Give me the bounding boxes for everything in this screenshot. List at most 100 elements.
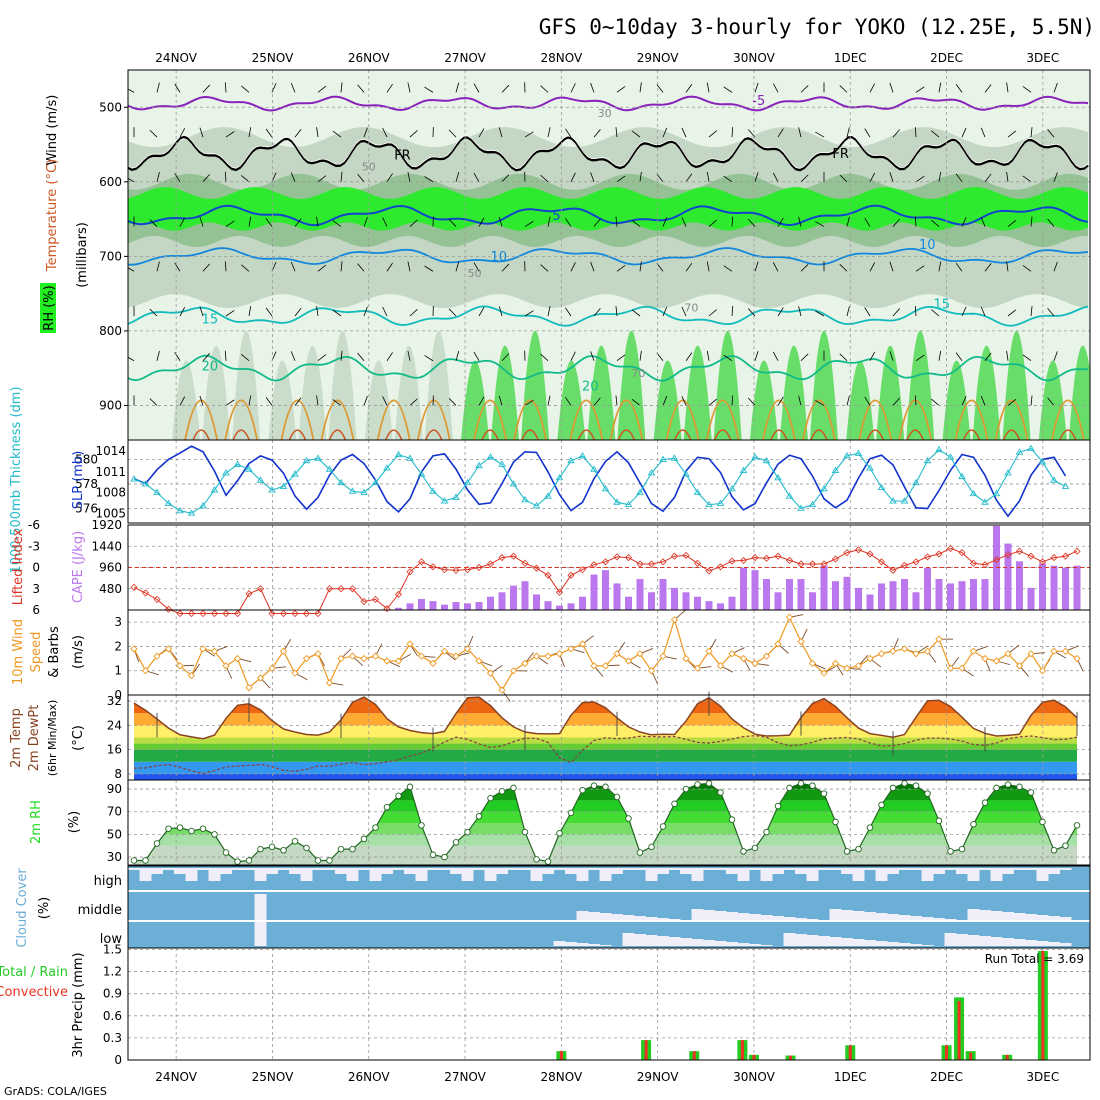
thickness-point xyxy=(532,502,541,509)
wind-barb xyxy=(591,441,594,450)
wind-speed-point xyxy=(889,647,897,655)
rh-point xyxy=(245,857,253,864)
wind-barb xyxy=(869,262,876,272)
wind-barb xyxy=(332,399,342,406)
lifted-index-point xyxy=(877,558,886,566)
wind-barb xyxy=(846,395,850,406)
wind-barb xyxy=(892,397,900,406)
clear-sky-high xyxy=(277,868,290,870)
wind-speed-point xyxy=(797,637,805,646)
temperature-band xyxy=(134,737,1077,744)
cape-bar xyxy=(613,583,621,610)
temperature-band xyxy=(134,749,1077,762)
clear-sky-low xyxy=(944,933,957,946)
cape-bar xyxy=(602,570,609,610)
rh-point xyxy=(728,816,736,823)
lifted-index-point xyxy=(739,556,748,564)
wind-speed-point xyxy=(452,652,460,660)
date-label-top: 1DEC xyxy=(834,51,867,65)
thickness-tick: 576 xyxy=(75,501,98,515)
wind-speed-point xyxy=(440,647,449,655)
wind-barb xyxy=(1053,261,1058,272)
clear-sky-middle xyxy=(760,915,773,920)
wind-speed-point xyxy=(141,667,150,675)
rh-point xyxy=(176,824,184,831)
cape-bar xyxy=(751,570,759,610)
wind-speed-point xyxy=(705,647,713,655)
lifted-index-point xyxy=(1061,552,1070,560)
wind-barb xyxy=(798,127,802,138)
wind-barb xyxy=(777,307,784,317)
clear-sky-high xyxy=(944,868,957,870)
thickness-point xyxy=(417,470,426,477)
wind-barb xyxy=(1030,395,1033,406)
thickness-point xyxy=(429,487,437,494)
slp-axis-label: SLP (mb) xyxy=(71,451,86,510)
wind-barb xyxy=(631,220,641,227)
rh-point xyxy=(383,803,391,811)
isotherm-25 xyxy=(802,399,836,440)
rh-point xyxy=(234,858,241,865)
wind-barb xyxy=(685,352,693,361)
wind-speed-point xyxy=(291,669,299,677)
wind-speed-line xyxy=(133,615,1078,692)
wind-barb xyxy=(248,395,252,406)
wind-barb xyxy=(202,174,210,183)
wind-speed-point xyxy=(302,654,311,663)
cape-bar xyxy=(981,579,989,610)
wind-axis-label-1: 10m Wind xyxy=(11,619,26,685)
lifted-index-point xyxy=(314,609,322,618)
lifted-index-point xyxy=(946,544,955,552)
rh-point xyxy=(1039,818,1046,826)
wind-barb xyxy=(316,306,319,317)
clear-sky-middle xyxy=(852,911,865,920)
wind-barb xyxy=(615,216,618,227)
cape-bar xyxy=(1039,563,1046,610)
cape-bar xyxy=(820,565,828,610)
thickness-point xyxy=(360,488,368,495)
cape-tick: 1920 xyxy=(91,518,122,532)
wind-barb xyxy=(590,82,595,93)
rh-unit-label: (%) xyxy=(67,811,82,834)
cape-bar xyxy=(498,592,506,610)
thickness-point xyxy=(601,484,610,492)
wind-barb xyxy=(407,261,411,272)
wind-barb xyxy=(224,350,227,361)
wind-speed-point xyxy=(521,659,529,668)
clear-sky-low xyxy=(979,936,991,946)
lifted-index-point xyxy=(1027,552,1035,560)
wind-speed-point xyxy=(567,645,575,653)
clear-sky-low xyxy=(565,942,577,946)
wind-speed-point xyxy=(1027,650,1035,658)
wind-barb xyxy=(681,396,687,406)
rh-point xyxy=(763,828,770,836)
moist-plume xyxy=(557,360,586,440)
temperature-band xyxy=(134,743,1077,750)
thickness-point xyxy=(256,476,265,483)
rh-point xyxy=(1004,781,1012,788)
wind-barb xyxy=(570,172,576,182)
wind-barb xyxy=(409,130,418,138)
cape-bar xyxy=(947,583,954,610)
wind-barb xyxy=(914,305,917,317)
wind-barb xyxy=(478,396,485,406)
precip-convective-bar xyxy=(957,1001,961,1060)
clear-sky-middle xyxy=(1013,913,1026,920)
thickness-tick: 580 xyxy=(75,453,98,467)
rh-point xyxy=(901,780,908,787)
wind-barb xyxy=(1022,175,1032,183)
isotherm-25 xyxy=(858,399,893,440)
lifted-index-point xyxy=(1004,551,1012,559)
wind-barb xyxy=(174,83,181,93)
cape-bar xyxy=(579,596,586,610)
pressure-tick: 700 xyxy=(99,249,122,263)
wind-barb xyxy=(241,85,250,93)
wind-speed-point xyxy=(854,662,863,670)
moist-plume xyxy=(202,345,231,440)
lifted-index-point xyxy=(268,609,276,618)
clear-sky-middle xyxy=(1036,915,1049,920)
wind-barb xyxy=(931,398,940,406)
wind-speed-point xyxy=(808,659,817,668)
wind-barb xyxy=(340,82,343,93)
wind-barb xyxy=(706,261,710,272)
